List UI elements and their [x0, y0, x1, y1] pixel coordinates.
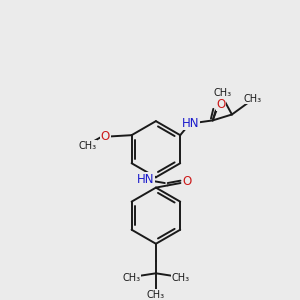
Text: O: O	[216, 98, 226, 111]
Text: CH₃: CH₃	[243, 94, 261, 103]
Text: CH₃: CH₃	[122, 273, 140, 283]
Text: O: O	[101, 130, 110, 143]
Text: CH₃: CH₃	[171, 273, 190, 283]
Text: O: O	[182, 176, 192, 188]
Text: CH₃: CH₃	[214, 88, 232, 98]
Text: HN: HN	[182, 117, 199, 130]
Text: CH₃: CH₃	[147, 290, 165, 300]
Text: CH₃: CH₃	[78, 140, 96, 151]
Text: HN: HN	[137, 173, 154, 186]
